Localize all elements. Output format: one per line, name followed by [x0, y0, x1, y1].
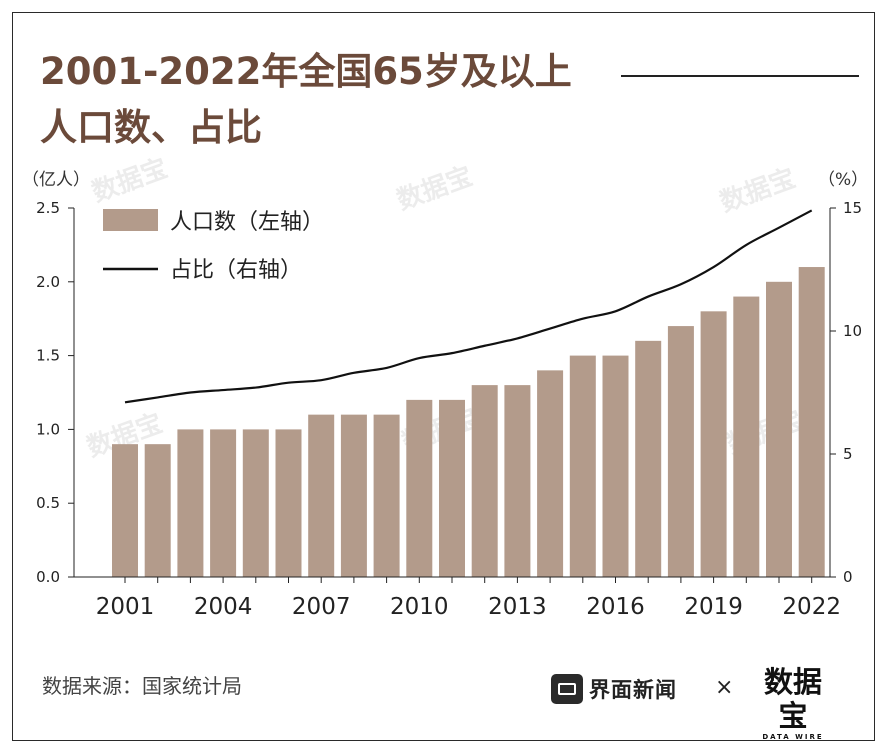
left-tick-label: 0.5	[36, 494, 60, 512]
x-tick-label: 2007	[292, 594, 351, 620]
legend-label-bar: 人口数（左轴）	[170, 210, 324, 235]
bar-2016	[602, 355, 629, 577]
right-tick-label: 10	[843, 322, 862, 340]
brand-name: 界面新闻	[589, 678, 677, 702]
legend-label-line: 占比（右轴）	[170, 258, 302, 283]
brand-separator: ×	[715, 675, 734, 700]
legend-swatch-bar	[103, 209, 158, 231]
x-tick-label: 2010	[390, 594, 449, 620]
bar-2015	[569, 355, 596, 577]
left-tick-label: 1.0	[36, 420, 60, 438]
brand-datawire: 数据宝 DATA WIRE	[753, 665, 833, 741]
x-tick-label: 2004	[194, 594, 253, 620]
bar-2007	[308, 414, 335, 577]
bar-2021	[766, 281, 792, 577]
share-line	[124, 209, 813, 404]
bar-2009	[373, 414, 400, 577]
bar-2011	[439, 399, 465, 577]
datawire-sub: DATA WIRE	[762, 733, 824, 741]
jiemian-logo-icon	[551, 674, 583, 704]
bar-2006	[275, 429, 302, 577]
bar-2020	[733, 296, 760, 577]
left-tick-label: 1.5	[36, 347, 60, 365]
axes: 0.0 0.5 1.0 1.5 2.0 2.5 0 5 10 15 2001 2004 2007 2010…	[36, 199, 862, 620]
bar-2004	[210, 429, 237, 577]
bar-2010	[406, 399, 433, 577]
line-series	[124, 209, 813, 404]
bar-2014	[537, 370, 564, 577]
datawire-logo: 数据宝	[763, 665, 822, 733]
bar-2005	[242, 429, 269, 577]
title-rule	[621, 75, 859, 77]
right-axis-unit: （%）	[818, 170, 869, 190]
right-tick-label: 5	[843, 445, 853, 463]
x-tick-label: 2022	[782, 594, 841, 620]
bar-2003	[177, 429, 204, 577]
bar-2022	[798, 267, 825, 577]
bar-2013	[504, 385, 531, 577]
bar-2019	[700, 311, 727, 577]
left-tick-label: 2.0	[36, 273, 60, 291]
brand-jiemian: 界面新闻	[551, 672, 677, 706]
bar-series	[112, 267, 825, 577]
bar-2001	[112, 444, 138, 577]
data-source: 数据来源：国家统计局	[42, 674, 242, 698]
legend: 人口数（左轴） 占比（右轴）	[103, 209, 324, 283]
left-axis-unit: （亿人）	[22, 170, 90, 190]
chart-title: 2001-2022年全国65岁及以上 人口数、占比	[40, 44, 572, 156]
bar-2012	[471, 385, 498, 577]
chart-frame	[12, 12, 875, 741]
x-tick-label: 2013	[488, 594, 547, 620]
x-tick-label: 2019	[684, 594, 743, 620]
right-tick-label: 15	[843, 199, 862, 217]
bar-2002	[144, 444, 171, 577]
left-tick-label: 0.0	[36, 568, 60, 586]
right-tick-label: 0	[843, 568, 853, 586]
bar-2008	[340, 414, 367, 577]
title-line-2: 人口数、占比	[40, 106, 262, 149]
x-tick-label: 2016	[586, 594, 645, 620]
x-tick-label: 2001	[96, 594, 155, 620]
bar-2017	[635, 340, 662, 577]
left-tick-label: 2.5	[36, 199, 60, 217]
bar-2018	[667, 326, 694, 577]
title-line-1: 2001-2022年全国65岁及以上	[40, 50, 572, 93]
